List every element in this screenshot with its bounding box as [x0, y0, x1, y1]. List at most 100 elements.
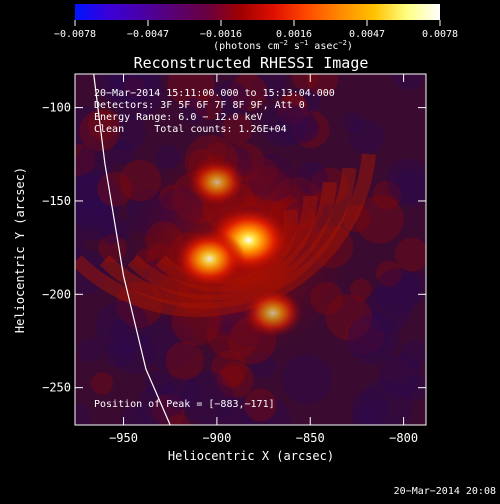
colorbar-tick-label: −0.0016	[200, 29, 242, 40]
background-patch	[165, 341, 204, 381]
background-patch	[396, 271, 426, 304]
background-patch	[348, 119, 384, 155]
background-patch	[82, 183, 113, 215]
background-patch	[75, 197, 114, 241]
background-patch	[399, 340, 426, 369]
background-patch	[276, 93, 308, 125]
colorbar-tick-label: 0.0016	[276, 29, 312, 40]
background-patch	[120, 405, 149, 425]
background-patch	[372, 180, 402, 210]
background-patch	[167, 74, 215, 107]
background-patch	[342, 204, 371, 233]
background-patch	[241, 396, 292, 425]
x-tick-label: −900	[202, 431, 231, 445]
background-patch	[325, 294, 372, 341]
background-patch	[291, 86, 320, 116]
background-patch	[109, 74, 165, 120]
y-tick-label: −200	[42, 287, 71, 301]
background-patch	[181, 97, 208, 124]
background-patch	[87, 108, 120, 141]
background-patch	[79, 110, 121, 152]
colorbar-tick-label: 0.0078	[422, 29, 458, 40]
colorbar-ticks: −0.0078 −0.0047 −0.0016 0.0016 0.0047 0.0078	[54, 20, 458, 40]
y-tick-label: −250	[42, 381, 71, 395]
background-patch	[342, 111, 363, 132]
background-patch	[75, 249, 108, 295]
background-patch	[378, 354, 422, 398]
background-patch	[291, 74, 318, 90]
background-patch	[250, 352, 277, 379]
background-patch	[167, 414, 189, 425]
background-patch	[350, 389, 389, 425]
background-patch	[114, 332, 156, 375]
background-patch	[282, 92, 306, 117]
background-patch	[100, 221, 123, 245]
annotation-line: 20−Mar−2014 15:11:00.000 to 15:13:04.000	[94, 88, 335, 99]
background-patch	[97, 171, 132, 207]
background-patch	[75, 402, 91, 425]
background-patch	[355, 195, 404, 244]
background-patch	[75, 169, 121, 226]
background-patch	[394, 237, 426, 272]
background-patch	[392, 74, 425, 91]
background-patch	[293, 115, 320, 142]
annotation-line: Detectors: 3F 5F 6F 7F 8F 9F, Att 0	[94, 100, 305, 111]
solar-limb-line	[93, 74, 171, 425]
background-patch	[78, 338, 103, 363]
annotation-block: 20−Mar−2014 15:11:00.000 to 15:13:04.000…	[94, 88, 335, 135]
background-patch	[218, 395, 254, 425]
background-patch	[108, 113, 146, 152]
emission-source	[187, 158, 247, 207]
x-tick-label: −850	[296, 431, 325, 445]
y-axis-label: Heliocentric Y (arcsec)	[13, 167, 27, 333]
x-tick-label: −950	[109, 431, 138, 445]
peak-position-label: Position of Peak = [−883,−171]	[94, 399, 275, 410]
background-patch	[401, 374, 426, 401]
background-patch	[165, 375, 200, 410]
background-patch	[90, 372, 114, 395]
background-patch	[75, 105, 107, 151]
emission-source	[173, 229, 246, 289]
background-patch	[221, 113, 253, 145]
background-patch	[221, 365, 245, 389]
footer-timestamp: 20−Mar−2014 20:08	[394, 486, 496, 497]
colorbar-tick-label: −0.0078	[54, 29, 96, 40]
background-patch	[346, 311, 400, 365]
background-patch	[104, 337, 134, 368]
background-patch	[229, 74, 268, 112]
background-patch	[144, 370, 174, 399]
background-patch	[359, 379, 414, 425]
background-patch	[96, 74, 148, 105]
colorbar-unit-label: (photons cm−2 s−1 asec−2)	[213, 39, 353, 52]
background-patch	[136, 384, 183, 425]
background-patch	[209, 80, 250, 121]
background-patch	[347, 315, 389, 357]
colorbar-tick-label: 0.0047	[349, 29, 385, 40]
annotation-line: Energy Range: 6.0 − 12.0 keV	[94, 112, 263, 123]
background-patch	[244, 388, 277, 422]
background-patch	[75, 171, 93, 194]
plot-frame	[74, 73, 427, 426]
background-patch	[180, 371, 235, 425]
colorbar-tick-label: −0.0047	[127, 29, 169, 40]
background-patch	[375, 260, 402, 287]
background-patch	[349, 278, 372, 301]
background-patch	[386, 158, 426, 203]
y-tick-label: −100	[42, 101, 71, 115]
background-patch	[277, 105, 317, 145]
background-patch	[105, 74, 162, 103]
background-patch	[103, 216, 131, 244]
background-patch	[109, 319, 131, 341]
background-patch	[111, 140, 135, 165]
emission-source	[243, 288, 303, 338]
background-patch	[75, 144, 96, 176]
background-patch	[281, 354, 332, 405]
background-patch	[391, 169, 426, 207]
background-patch	[123, 76, 145, 98]
chart-title: Reconstructed RHESSI Image	[134, 54, 369, 72]
background-patch	[292, 110, 330, 149]
annotation-line: Clean Total counts: 1.26E+04	[94, 124, 287, 135]
background-patch	[345, 315, 385, 355]
background-patch	[375, 268, 421, 315]
x-tick-label: −800	[389, 431, 418, 445]
